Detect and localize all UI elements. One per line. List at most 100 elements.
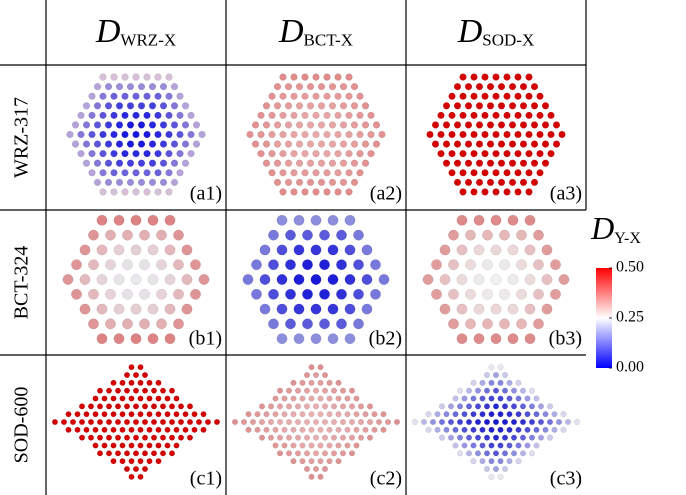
- atom: [308, 411, 315, 418]
- atom: [519, 159, 528, 167]
- subscript: WRZ-X: [120, 30, 176, 49]
- atom: [497, 102, 506, 110]
- atom: [141, 403, 149, 410]
- atom: [159, 140, 168, 148]
- atom: [456, 387, 464, 394]
- atom: [104, 159, 113, 167]
- atom: [104, 102, 113, 110]
- atom: [361, 244, 373, 256]
- atom: [515, 426, 522, 433]
- atom: [447, 403, 455, 410]
- atom: [83, 426, 90, 433]
- atom: [137, 411, 144, 418]
- atom: [279, 149, 287, 158]
- atom: [65, 411, 72, 418]
- atom: [132, 73, 140, 81]
- atom: [268, 288, 279, 300]
- atom: [164, 411, 171, 418]
- atom: [176, 149, 184, 158]
- atom: [147, 333, 159, 345]
- atom: [492, 111, 500, 120]
- atom: [268, 169, 276, 177]
- atom: [319, 259, 330, 271]
- atom: [506, 395, 513, 402]
- atom: [541, 274, 553, 285]
- atom: [101, 411, 108, 418]
- atom: [443, 426, 450, 433]
- column-header: DWRZ-X: [95, 13, 176, 50]
- atom: [348, 403, 356, 410]
- atom: [514, 92, 522, 100]
- atom: [249, 418, 257, 426]
- atom: [474, 418, 482, 426]
- atom: [164, 442, 171, 449]
- atom: [431, 259, 442, 271]
- atom: [181, 140, 190, 148]
- atom: [308, 426, 315, 433]
- atom: [123, 387, 131, 394]
- atom: [541, 303, 553, 315]
- atom: [279, 130, 287, 139]
- atom: [323, 169, 331, 177]
- atom: [122, 259, 133, 271]
- atom: [155, 411, 162, 418]
- atom: [345, 73, 353, 81]
- atom: [533, 411, 540, 418]
- atom: [245, 411, 252, 418]
- atom: [547, 111, 555, 120]
- atom: [246, 130, 254, 139]
- atom: [456, 418, 464, 426]
- atom: [143, 73, 151, 81]
- atom: [335, 411, 342, 418]
- subscript: SOD-X: [482, 30, 534, 49]
- atom: [150, 434, 158, 441]
- atom: [499, 318, 510, 330]
- atom: [361, 102, 370, 110]
- atom: [326, 411, 333, 418]
- atom: [519, 121, 528, 129]
- atom: [119, 411, 126, 418]
- atom: [268, 149, 276, 158]
- atom: [242, 274, 254, 285]
- atom: [319, 229, 330, 241]
- atom: [470, 411, 477, 418]
- atom: [303, 371, 311, 379]
- atom: [284, 140, 293, 148]
- atom: [299, 395, 306, 402]
- atom: [501, 465, 509, 473]
- atom: [92, 442, 99, 449]
- atom: [541, 159, 550, 167]
- atom: [431, 140, 440, 148]
- atom: [356, 111, 364, 120]
- atom: [524, 214, 536, 226]
- atom: [165, 130, 173, 139]
- atom: [295, 140, 304, 148]
- atom: [488, 411, 495, 418]
- atom: [459, 130, 467, 139]
- atom: [380, 411, 387, 418]
- atom: [115, 121, 124, 129]
- atom: [488, 426, 495, 433]
- atom: [339, 83, 348, 91]
- atom: [473, 244, 485, 256]
- atom: [515, 395, 522, 402]
- atom: [301, 130, 309, 139]
- atom: [525, 188, 533, 196]
- atom: [254, 426, 261, 433]
- atom: [497, 395, 504, 402]
- atom: [350, 178, 359, 187]
- atom: [276, 403, 284, 410]
- atom: [137, 458, 144, 465]
- atom: [492, 188, 500, 196]
- atom: [551, 426, 558, 433]
- atom: [573, 418, 581, 426]
- atom: [317, 458, 324, 465]
- atom: [99, 188, 107, 196]
- atom: [165, 149, 173, 158]
- atom: [154, 149, 162, 158]
- atom: [88, 169, 96, 177]
- atom: [411, 418, 419, 426]
- atom: [550, 259, 561, 271]
- atom: [105, 229, 116, 241]
